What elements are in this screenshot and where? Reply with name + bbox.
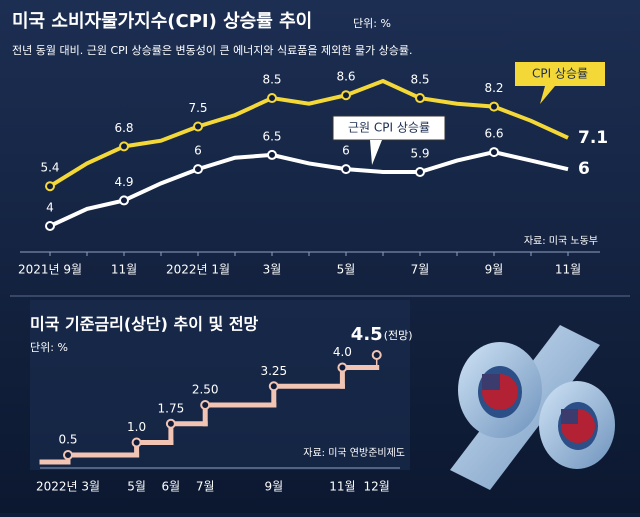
legend-box bbox=[515, 62, 605, 86]
point bbox=[45, 181, 55, 192]
x-tick-label: 5월 bbox=[127, 480, 146, 494]
data-label: 6 bbox=[578, 159, 590, 179]
point bbox=[63, 450, 73, 460]
data-label: 0.5 bbox=[58, 433, 77, 447]
data-label: 8.5 bbox=[410, 73, 429, 87]
legend-pointer bbox=[540, 86, 555, 104]
data-label: 4.0 bbox=[333, 345, 352, 359]
point bbox=[119, 195, 129, 206]
subtitle: 전년 동월 대비. 근원 CPI 상승률은 변동성이 큰 에너지와 식료품을 제… bbox=[12, 44, 412, 57]
panel bbox=[30, 300, 410, 470]
x-tick-label: 7월 bbox=[196, 480, 215, 494]
point bbox=[415, 93, 425, 104]
data-label: 4.5 bbox=[351, 324, 383, 345]
x-tick-label: 2021년 9월 bbox=[18, 263, 82, 277]
data-label: 7.1 bbox=[578, 128, 608, 148]
x-tick-label: 2022년 3월 bbox=[36, 480, 100, 494]
data-label: 3.25 bbox=[260, 364, 287, 378]
data-label: 5.9 bbox=[410, 146, 429, 160]
point bbox=[165, 418, 176, 429]
x-tick-label: 3월 bbox=[263, 263, 282, 277]
data-label: 1.75 bbox=[158, 401, 185, 415]
data-label: 6.5 bbox=[262, 129, 281, 143]
x-tick-label: 11월 bbox=[111, 263, 137, 277]
x-tick-label: 2022년 1월 bbox=[166, 263, 230, 277]
data-label: 8.5 bbox=[262, 73, 281, 87]
unit: 단위: % bbox=[353, 17, 391, 30]
line bbox=[48, 78, 569, 188]
data-label: 1.0 bbox=[127, 420, 146, 434]
source: 자료: 미국 노동부 bbox=[524, 235, 598, 247]
data-label: 4 bbox=[46, 201, 54, 215]
point bbox=[119, 141, 129, 152]
point bbox=[45, 221, 55, 231]
data-label: 8.2 bbox=[484, 81, 503, 95]
point bbox=[489, 101, 499, 112]
legend-box bbox=[332, 115, 446, 141]
point bbox=[341, 90, 351, 101]
x-tick-label: 12월 bbox=[364, 480, 390, 494]
data-label: 8.6 bbox=[336, 70, 355, 84]
unit: 단위: % bbox=[30, 341, 68, 354]
data-label: 6.6 bbox=[484, 127, 503, 141]
point bbox=[337, 362, 348, 373]
source: 자료: 미국 연방준비제도 bbox=[303, 447, 405, 459]
point bbox=[267, 149, 277, 160]
legend-pointer bbox=[370, 140, 382, 165]
annotation: (전망) bbox=[384, 329, 413, 342]
title: 미국 기준금리(상단) 추이 및 전망 bbox=[30, 315, 259, 334]
x-tick-label: 11월 bbox=[555, 263, 581, 277]
point bbox=[267, 93, 277, 104]
point bbox=[489, 147, 499, 158]
point bbox=[268, 381, 279, 392]
x-tick-label: 6월 bbox=[162, 480, 181, 494]
point bbox=[131, 437, 142, 448]
data-label: 2.50 bbox=[192, 383, 219, 397]
percent-icon bbox=[450, 325, 615, 490]
x-tick-label: 7월 bbox=[411, 263, 430, 277]
title: 미국 소비자물가지수(CPI) 상승률 추이 bbox=[12, 11, 312, 32]
legend-label: CPI 상승률 bbox=[532, 67, 588, 81]
point bbox=[193, 121, 203, 132]
data-label: 4.9 bbox=[114, 175, 133, 189]
point bbox=[371, 350, 382, 360]
point bbox=[193, 164, 203, 175]
x-tick-label: 11월 bbox=[329, 480, 355, 494]
data-label: 6.8 bbox=[114, 121, 133, 135]
point bbox=[200, 400, 211, 410]
x-tick-label: 9월 bbox=[264, 480, 283, 494]
data-label: 5.4 bbox=[40, 161, 59, 175]
data-label: 6 bbox=[194, 144, 202, 158]
x-tick-label: 9월 bbox=[485, 263, 504, 277]
x-tick-label: 5월 bbox=[337, 263, 356, 277]
data-label: 7.5 bbox=[188, 101, 207, 115]
legend-label: 근원 CPI 상승률 bbox=[348, 121, 430, 135]
point bbox=[341, 164, 351, 175]
line bbox=[49, 150, 569, 228]
data-label: 6 bbox=[342, 144, 350, 158]
point bbox=[415, 166, 425, 177]
